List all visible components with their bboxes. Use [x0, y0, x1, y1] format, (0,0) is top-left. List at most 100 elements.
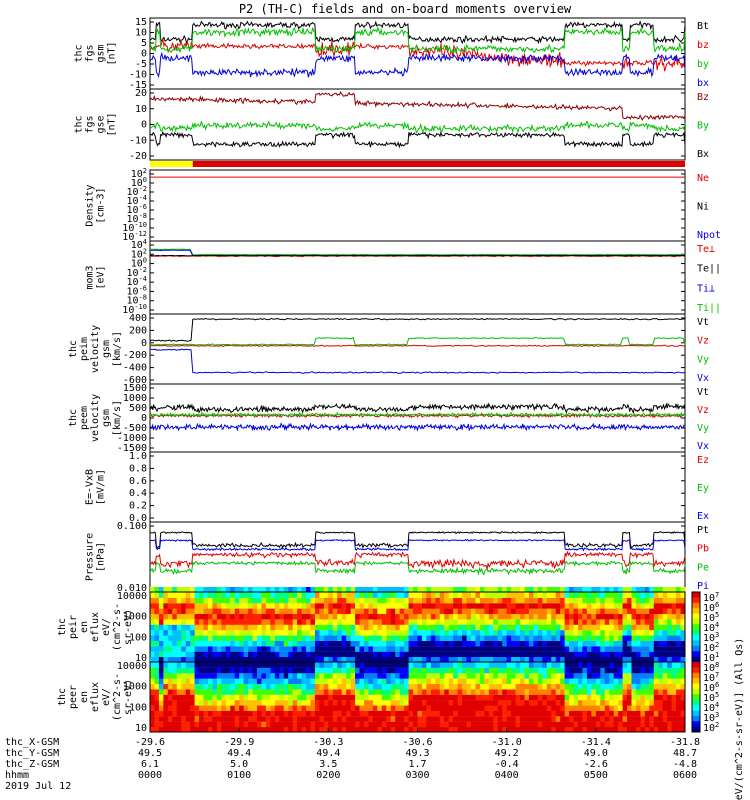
spectrogram-cell: [239, 624, 245, 631]
spectrogram-cell: [292, 694, 298, 701]
spectrogram-cell: [332, 673, 338, 679]
spectrogram-cell: [408, 640, 414, 647]
spectrogram-cell: [190, 678, 196, 685]
spectrogram-cell: [582, 608, 588, 615]
spectrogram-cell: [203, 624, 209, 631]
spectrogram-cell: [662, 727, 668, 733]
spectrogram-cell: [199, 667, 204, 674]
spectrogram-cell: [292, 662, 298, 668]
spectrogram-cell: [257, 689, 262, 695]
spectrogram-cell: [569, 667, 575, 674]
spectrogram-cell: [417, 608, 423, 615]
spectrogram-cell: [444, 597, 450, 604]
spectrogram-cell: [515, 630, 521, 636]
spectrogram-cell: [364, 694, 369, 701]
spectrogram-cell: [386, 710, 392, 717]
spectrogram-cell: [248, 624, 254, 631]
spectrogram-cell: [283, 635, 289, 641]
spectrogram-cell: [578, 662, 583, 668]
spectrogram-cell: [444, 673, 450, 679]
spectrogram-cell: [533, 640, 539, 647]
spectrogram-cell: [680, 587, 686, 593]
spectrogram-cell: [377, 635, 383, 641]
spectrogram-cell: [257, 619, 262, 625]
spectrogram-cell: [658, 624, 664, 631]
spectrogram-cell: [216, 683, 222, 690]
spectrogram-cell: [493, 657, 499, 663]
spectrogram-cell: [337, 710, 343, 717]
y-tick-label: -20: [129, 151, 147, 162]
spectrogram-cell: [212, 721, 218, 728]
spectrogram-cell: [359, 662, 365, 668]
spectrogram-cell: [609, 597, 615, 604]
spectrogram-cell: [346, 592, 352, 598]
spectrogram-cell: [150, 640, 155, 647]
spectrogram-cell: [265, 716, 271, 722]
spectrogram-cell: [591, 635, 597, 641]
spectrogram-cell: [341, 678, 347, 685]
spectrogram-cell: [230, 651, 236, 658]
spectrogram-cell: [658, 721, 664, 728]
spectrogram-cell: [207, 635, 213, 641]
spectrogram-cell: [653, 608, 659, 615]
spectrogram-cell: [199, 727, 204, 733]
spectrogram-cell: [199, 613, 204, 620]
spectrogram-cell: [497, 727, 503, 733]
spectrogram-cell: [212, 597, 218, 604]
spectrogram-cell: [560, 635, 566, 641]
spectrogram-cell: [283, 721, 289, 728]
spectrogram-cell: [350, 683, 356, 690]
series-Vt: [149, 402, 686, 415]
y-label-line: gsm: [101, 340, 112, 358]
spectrogram-cell: [158, 651, 164, 658]
spectrogram-cell: [194, 587, 200, 593]
spectrogram-cell: [497, 597, 503, 604]
spectrogram-cell: [359, 700, 365, 706]
spectrogram-cell: [243, 603, 249, 609]
spectrogram-cell: [582, 716, 588, 722]
spectrogram-cell: [350, 635, 356, 641]
panel-frame: [149, 383, 686, 453]
spectrogram-cell: [172, 640, 178, 647]
spectrogram-cell: [225, 710, 231, 717]
colorbar-cell: [692, 667, 700, 674]
spectrogram-cell: [497, 603, 503, 609]
spectrogram-cell: [194, 727, 200, 733]
spectrogram-cell: [319, 673, 325, 679]
spectrogram-cell: [520, 592, 525, 598]
spectrogram-cell: [359, 689, 365, 695]
spectrogram-cell: [542, 727, 548, 733]
y-axis-label: mom3 [eV]: [85, 265, 107, 289]
spectrogram-cell: [203, 603, 209, 609]
spectrogram-cell: [542, 694, 548, 701]
spectrogram-cell: [386, 667, 392, 674]
spectrogram-cell: [502, 603, 508, 609]
spectrogram-cell: [462, 716, 468, 722]
spectrogram-cell: [314, 619, 320, 625]
spectrogram-cell: [207, 624, 213, 631]
spectrogram-cell: [323, 624, 329, 631]
spectrogram-cell: [252, 651, 258, 658]
spectrogram-cell: [555, 592, 561, 598]
spectrogram-cell: [640, 613, 646, 620]
spectrogram-cell: [364, 700, 369, 706]
spectrogram-cell: [484, 673, 490, 679]
spectrogram-cell: [337, 673, 343, 679]
spectrogram-cell: [493, 608, 499, 615]
spectrogram-cell: [306, 673, 311, 679]
spectrogram-cell: [301, 624, 307, 631]
spectrogram-cell: [488, 635, 494, 641]
spectrogram-cell: [644, 694, 650, 701]
spectrogram-cell: [421, 613, 427, 620]
spectrogram-cell: [408, 689, 414, 695]
spectrogram-cell: [524, 657, 530, 663]
spectrogram-cell: [444, 710, 450, 717]
spectrogram-cell: [680, 608, 686, 615]
spectrogram-cell: [542, 683, 548, 690]
spectrogram-cell: [372, 603, 378, 609]
spectrogram-cell: [381, 673, 387, 679]
spectrogram-cell: [399, 640, 405, 647]
spectrogram-cell: [569, 646, 575, 652]
spectrogram-cell: [564, 640, 570, 647]
spectrogram-cell: [234, 640, 240, 647]
